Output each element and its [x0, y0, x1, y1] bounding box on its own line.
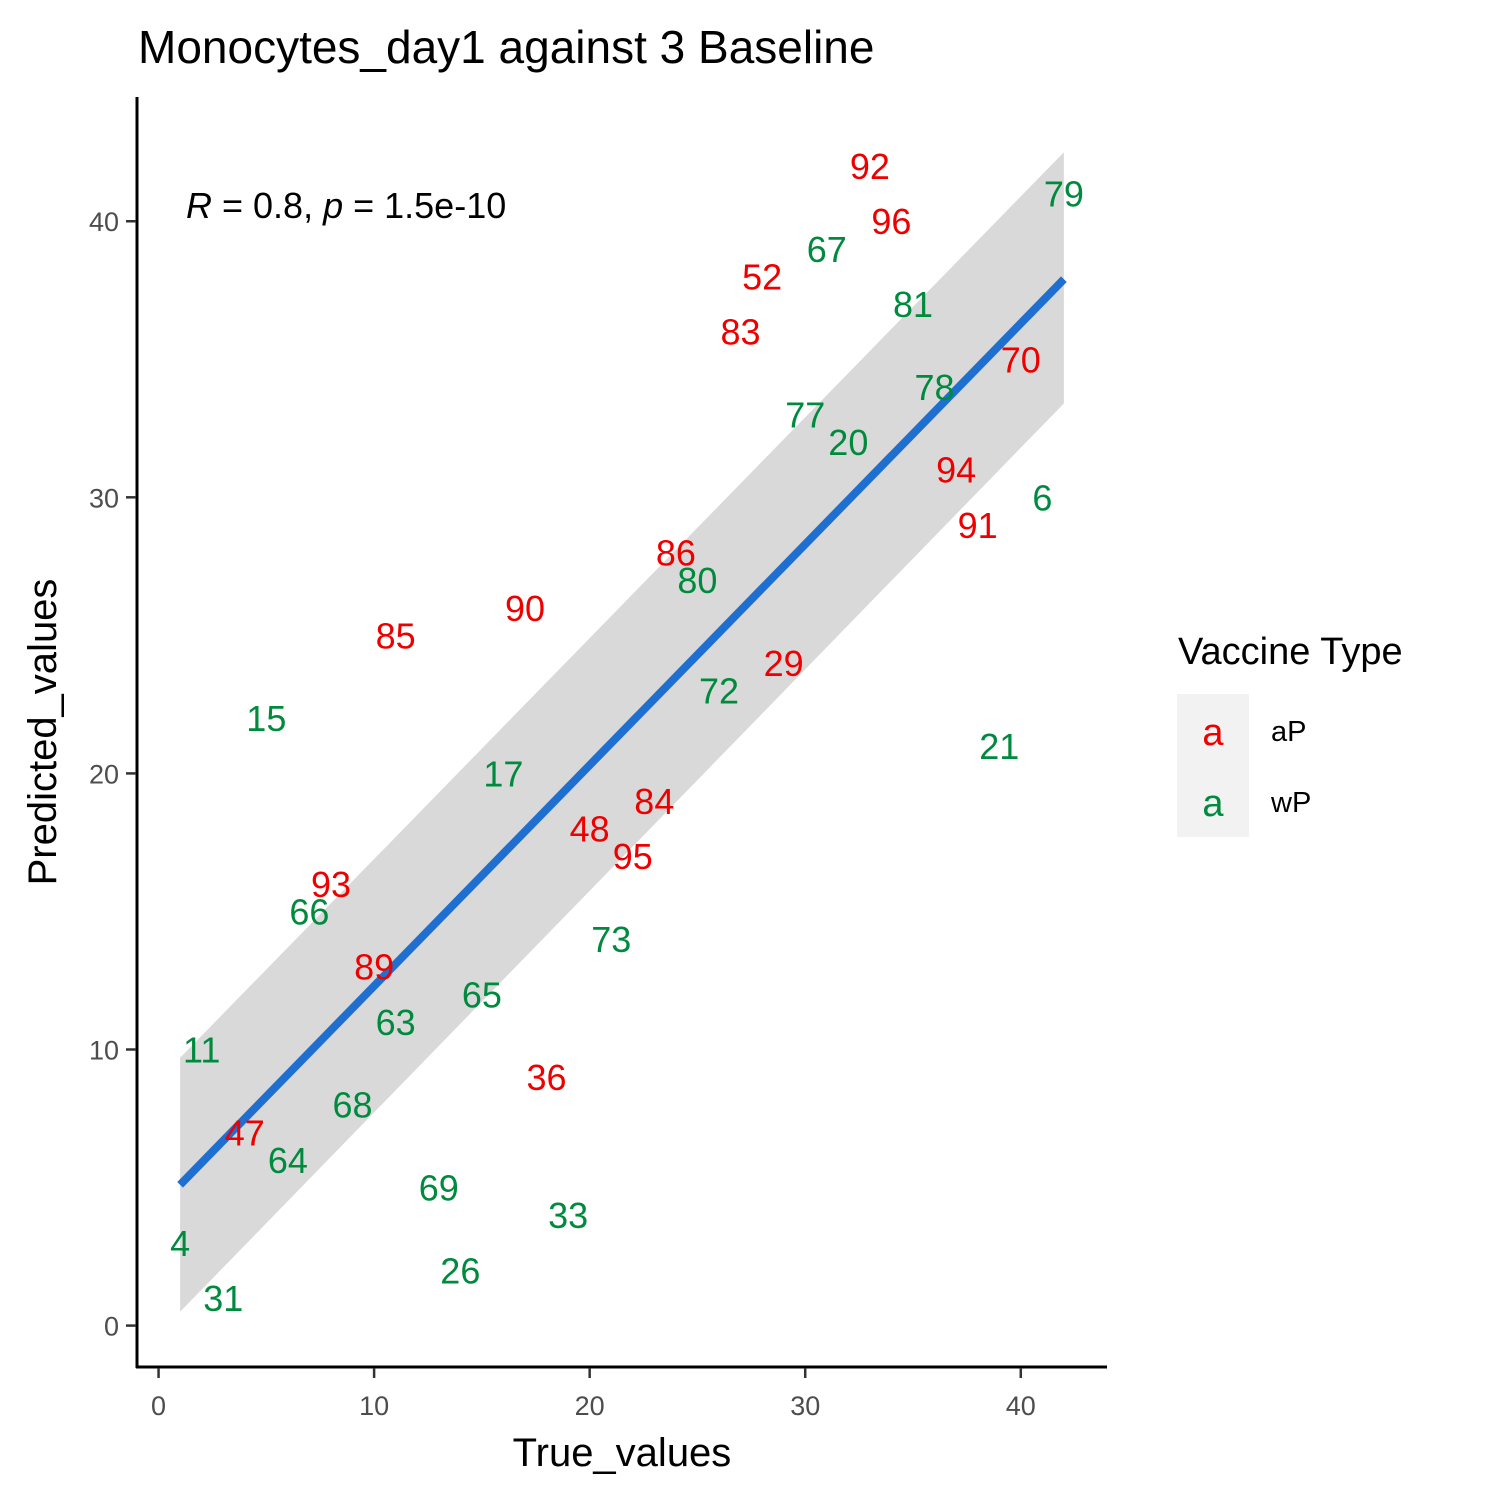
point-label-ap: 93 — [311, 864, 351, 905]
p-symbol: p — [322, 185, 343, 226]
point-label-ap: 92 — [850, 146, 890, 187]
point-label-ap: 52 — [742, 256, 782, 297]
point-label-wp: 33 — [548, 1195, 588, 1236]
x-tick-label: 10 — [359, 1391, 389, 1421]
point-label-wp: 64 — [268, 1140, 308, 1181]
y-axis-ticks: 0 10 20 30 40 — [89, 207, 136, 1342]
point-label-ap: 86 — [656, 533, 696, 574]
point-label-ap: 29 — [764, 643, 804, 684]
legend-label-wp: wP — [1270, 787, 1311, 819]
chart-title: Monocytes_day1 against 3 Baseline — [138, 21, 874, 73]
r-symbol: R — [186, 185, 212, 226]
legend-key-wp: a — [1202, 783, 1224, 825]
point-label-wp: 79 — [1044, 174, 1084, 215]
point-label-wp: 4 — [170, 1223, 190, 1264]
point-label-wp: 31 — [203, 1278, 243, 1319]
point-label-ap: 48 — [570, 809, 610, 850]
legend-key-ap: a — [1202, 712, 1224, 754]
point-label-wp: 17 — [483, 753, 523, 794]
y-tick-label: 10 — [89, 1036, 119, 1066]
point-label-wp: 66 — [289, 891, 329, 932]
point-label-wp: 65 — [462, 974, 502, 1015]
point-label-ap: 91 — [958, 505, 998, 546]
correlation-annotation: R = 0.8, p = 1.5e-10 — [186, 185, 506, 226]
point-label-ap: 89 — [354, 947, 394, 988]
point-label-wp: 21 — [979, 726, 1019, 767]
point-label-wp: 69 — [419, 1168, 459, 1209]
point-label-wp: 77 — [785, 395, 825, 436]
y-tick-label: 20 — [89, 759, 119, 789]
legend-key-background — [1177, 694, 1249, 837]
x-tick-label: 20 — [575, 1391, 605, 1421]
p-value: = 1.5e-10 — [343, 185, 506, 226]
point-label-wp: 73 — [591, 919, 631, 960]
point-label-wp: 63 — [376, 1002, 416, 1043]
point-label-wp: 15 — [246, 698, 286, 739]
x-axis-title: True_values — [513, 1431, 732, 1475]
y-tick-label: 30 — [89, 483, 119, 513]
r-value: = 0.8, — [212, 185, 323, 226]
point-label-ap: 47 — [225, 1112, 265, 1153]
data-labels-layer: 9296528370949186908529844895938936477967… — [170, 146, 1084, 1319]
point-label-ap: 94 — [936, 450, 976, 491]
point-label-ap: 70 — [1001, 339, 1041, 380]
legend-label-ap: aP — [1271, 716, 1306, 748]
point-label-wp: 20 — [828, 422, 868, 463]
point-label-wp: 72 — [699, 671, 739, 712]
point-label-ap: 36 — [527, 1057, 567, 1098]
x-tick-label: 0 — [151, 1391, 166, 1421]
point-label-ap: 90 — [505, 588, 545, 629]
legend-title: Vaccine Type — [1178, 631, 1403, 673]
point-label-wp: 67 — [807, 229, 847, 270]
point-label-wp: 80 — [677, 560, 717, 601]
regression-line-layer — [177, 276, 1067, 1188]
y-axis-title: Predicted_values — [21, 579, 65, 886]
point-label-wp: 68 — [333, 1085, 373, 1126]
point-label-wp: 78 — [915, 367, 955, 408]
x-axis-ticks: 0 10 20 30 40 — [151, 1368, 1036, 1421]
point-label-ap: 85 — [376, 615, 416, 656]
point-label-wp: 26 — [440, 1250, 480, 1291]
point-label-ap: 95 — [613, 836, 653, 877]
y-tick-label: 0 — [104, 1312, 119, 1342]
regression-line — [177, 276, 1067, 1188]
point-label-wp: 81 — [893, 284, 933, 325]
legend: Vaccine Type a aP a wP — [1177, 631, 1403, 837]
point-label-ap: 96 — [871, 201, 911, 242]
point-label-wp: 11 — [183, 1030, 220, 1071]
x-tick-label: 30 — [790, 1391, 820, 1421]
point-label-wp: 6 — [1032, 477, 1052, 518]
point-label-ap: 83 — [721, 312, 761, 353]
y-tick-label: 40 — [89, 207, 119, 237]
x-tick-label: 40 — [1006, 1391, 1036, 1421]
point-label-ap: 84 — [634, 781, 674, 822]
